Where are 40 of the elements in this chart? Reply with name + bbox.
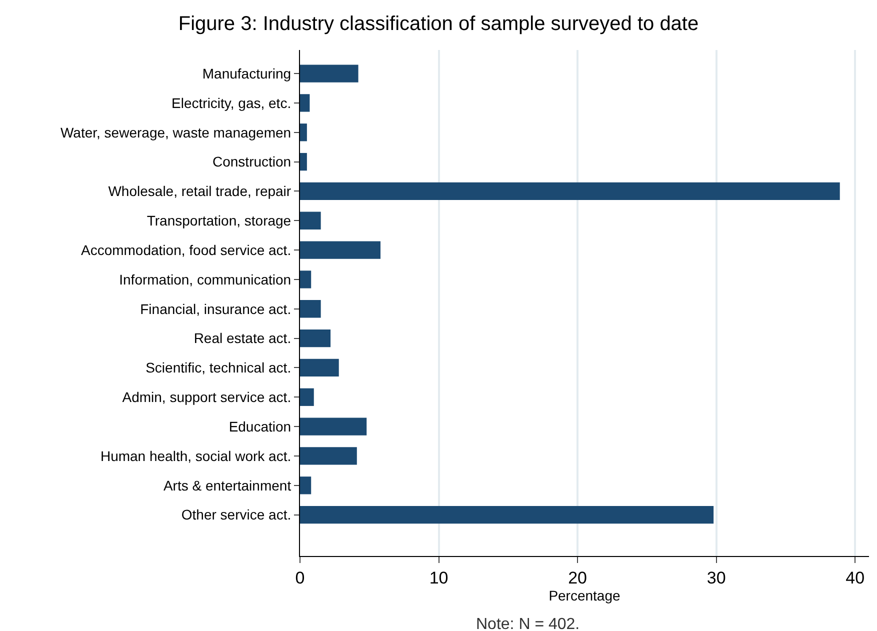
bar — [300, 94, 310, 112]
y-tick-label: Water, sewerage, waste managemen — [60, 124, 292, 140]
y-tick-label: Construction — [212, 154, 292, 170]
bar — [300, 329, 331, 348]
bar — [300, 388, 314, 406]
y-tick-label: Real estate act. — [194, 330, 292, 346]
bar — [300, 182, 840, 200]
y-tick-label: Electricity, gas, etc. — [172, 94, 292, 111]
y-tick-label: Wholesale, retail trade, repair — [108, 183, 292, 200]
y-tick-label: Other service act. — [181, 506, 292, 523]
bar — [300, 241, 380, 259]
x-tick-label: 0 — [295, 568, 305, 588]
bar — [300, 506, 714, 524]
y-tick-label: Manufacturing — [202, 65, 292, 82]
y-tick-label: Information, communication — [119, 271, 292, 288]
bar — [300, 152, 307, 171]
y-tick-label: Transportation, storage — [146, 212, 292, 229]
bar — [300, 64, 358, 82]
text: Note: N = 402. — [476, 616, 580, 631]
y-tick-label: Scientific, technical act. — [146, 360, 292, 376]
chart-title: Figure 3: Industry classification of sample surveyed to date — [178, 12, 699, 35]
x-axis-title: Percentage — [548, 588, 621, 604]
bar — [300, 124, 307, 142]
y-tick-label: Human health, social work act. — [100, 448, 292, 464]
bar — [300, 418, 367, 436]
bar — [300, 447, 357, 465]
bar — [300, 212, 321, 230]
bar — [300, 300, 321, 318]
bar — [300, 476, 312, 494]
x-tick-label: 30 — [706, 568, 726, 588]
y-tick-label: Admin, support service act. — [122, 389, 292, 406]
bar — [300, 270, 312, 288]
y-tick-label: Financial, insurance act. — [140, 300, 292, 317]
y-tick-label: Education — [228, 418, 292, 434]
y-tick-label: Arts & entertainment — [163, 477, 292, 494]
x-tick-label: 40 — [846, 568, 865, 588]
x-tick-label: 10 — [429, 568, 448, 588]
bar — [300, 358, 339, 377]
y-tick-label: Accommodation, food service act. — [80, 242, 292, 258]
x-tick-label: 20 — [568, 568, 588, 588]
